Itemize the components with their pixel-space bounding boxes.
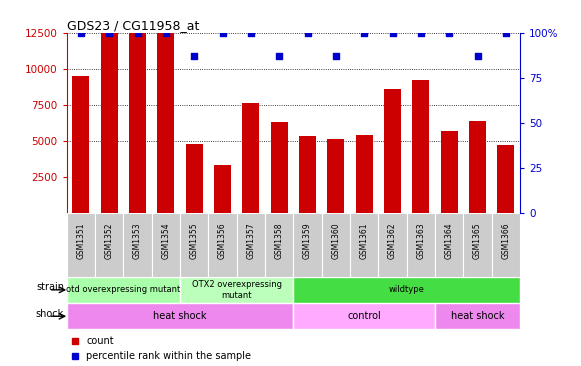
Point (303, 30, 312, 36)
Text: GSM1360: GSM1360 (331, 222, 340, 259)
Text: GSM1354: GSM1354 (162, 222, 170, 259)
Point (218, 30, 227, 36)
Bar (322, 213, 350, 277)
Bar (435, 303, 520, 329)
Point (76, 30, 85, 36)
Text: GSM1362: GSM1362 (388, 222, 397, 259)
Point (360, 30, 369, 36)
Bar (67, 303, 293, 329)
Bar (101, 33, 118, 213)
Text: GSM1365: GSM1365 (473, 222, 482, 259)
Bar (464, 213, 492, 277)
Point (246, 30, 256, 36)
Bar (407, 213, 435, 277)
Text: GSM1351: GSM1351 (77, 222, 85, 259)
Bar (350, 213, 378, 277)
Legend: count, percentile rank within the sample: count, percentile rank within the sample (71, 336, 251, 361)
Bar (67, 213, 95, 277)
Text: GSM1357: GSM1357 (246, 222, 256, 259)
Bar (67, 277, 180, 303)
Bar (214, 165, 231, 213)
Bar (293, 303, 435, 329)
Text: heat shock: heat shock (153, 311, 207, 321)
Bar (356, 135, 373, 213)
Point (189, 53, 199, 59)
Text: GDS23 / CG11958_at: GDS23 / CG11958_at (67, 19, 199, 32)
Text: shock: shock (35, 309, 64, 318)
Point (105, 30, 114, 36)
Bar (293, 277, 520, 303)
Text: GSM1363: GSM1363 (417, 222, 425, 259)
Bar (497, 145, 514, 213)
Text: GSM1352: GSM1352 (105, 222, 114, 259)
Bar (384, 89, 401, 213)
Point (388, 30, 397, 36)
Bar (95, 213, 123, 277)
Bar (265, 213, 293, 277)
Point (275, 53, 284, 59)
Bar (435, 213, 464, 277)
Text: GSM1353: GSM1353 (133, 222, 142, 259)
Bar (328, 139, 345, 213)
Text: strain: strain (36, 282, 64, 292)
Bar (129, 33, 146, 213)
Bar (242, 103, 259, 213)
Text: control: control (347, 311, 381, 321)
Point (473, 53, 482, 59)
Text: GSM1361: GSM1361 (360, 222, 369, 259)
Text: GSM1366: GSM1366 (501, 222, 510, 259)
Point (133, 30, 142, 36)
Bar (157, 33, 174, 213)
Point (501, 30, 511, 36)
Text: OTX2 overexpressing
mutant: OTX2 overexpressing mutant (192, 280, 282, 300)
Bar (299, 137, 316, 213)
Bar (413, 81, 429, 213)
Bar (440, 131, 458, 213)
Bar (73, 76, 89, 213)
Text: GSM1356: GSM1356 (218, 222, 227, 259)
Bar (180, 213, 209, 277)
Bar (180, 277, 293, 303)
Bar (237, 213, 265, 277)
Text: otd overexpressing mutant: otd overexpressing mutant (66, 285, 181, 294)
Point (416, 30, 425, 36)
Bar (123, 213, 152, 277)
Bar (378, 213, 407, 277)
Text: heat shock: heat shock (451, 311, 504, 321)
Bar (152, 213, 180, 277)
Point (331, 53, 340, 59)
Bar (469, 121, 486, 213)
Text: wildtype: wildtype (389, 285, 425, 294)
Point (162, 30, 171, 36)
Text: GSM1364: GSM1364 (444, 222, 454, 259)
Bar (209, 213, 237, 277)
Bar (271, 122, 288, 213)
Text: GSM1358: GSM1358 (275, 222, 284, 259)
Text: GSM1359: GSM1359 (303, 222, 312, 259)
Point (444, 30, 454, 36)
Bar (293, 213, 322, 277)
Text: GSM1355: GSM1355 (190, 222, 199, 259)
Bar (492, 213, 520, 277)
Bar (186, 143, 203, 213)
